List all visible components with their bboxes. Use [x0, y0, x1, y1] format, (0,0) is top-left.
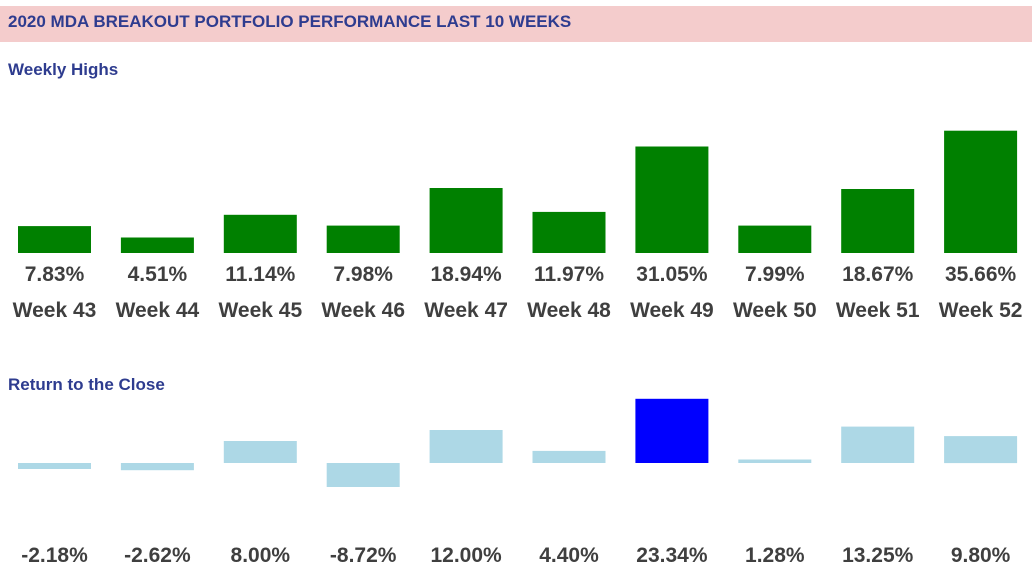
weekly-highs-category-label: Week 51	[836, 299, 920, 322]
return-close-bar	[532, 450, 606, 463]
return-close-value-label: 13.25%	[842, 544, 914, 567]
return-close-bar	[120, 463, 194, 471]
return-close-value-label: 9.80%	[951, 544, 1011, 567]
weekly-highs-category-label: Week 50	[733, 299, 817, 322]
weekly-highs-value-label: 11.14%	[225, 263, 295, 286]
weekly-highs-value-label: 18.67%	[842, 263, 914, 286]
weekly-highs-category-label: Week 47	[424, 299, 508, 322]
return-close-bar	[429, 430, 503, 463]
return-close-value-label: -2.62%	[124, 544, 191, 567]
weekly-highs-bar	[841, 189, 915, 253]
header-banner	[0, 6, 1032, 42]
weekly-highs-bar	[120, 237, 194, 253]
weekly-highs-value-label: 4.51%	[128, 263, 188, 286]
weekly-highs-bar	[223, 214, 297, 253]
return-close-value-label: -2.18%	[21, 544, 88, 567]
weekly-highs-bar	[944, 130, 1018, 253]
weekly-highs-bar	[635, 146, 709, 253]
weekly-highs-category-label: Week 45	[218, 299, 302, 322]
weekly-highs-value-label: 7.99%	[745, 263, 805, 286]
return-to-close-title: Return to the Close	[8, 375, 165, 394]
return-close-value-label: 1.28%	[745, 544, 805, 567]
return-close-bar	[18, 463, 91, 469]
return-close-bar	[841, 426, 915, 463]
weekly-highs-bar	[532, 211, 606, 253]
page-title: 2020 MDA BREAKOUT PORTFOLIO PERFORMANCE …	[8, 12, 572, 31]
weekly-highs-value-label: 31.05%	[636, 263, 708, 286]
weekly-highs-category-label: Week 52	[939, 299, 1023, 322]
weekly-highs-value-label: 7.83%	[25, 263, 85, 286]
return-close-bar	[223, 441, 297, 463]
return-close-bar	[944, 436, 1018, 464]
weekly-highs-bar	[429, 188, 503, 253]
weekly-highs-category-label: Week 43	[13, 299, 97, 322]
weekly-highs-value-label: 18.94%	[430, 263, 502, 286]
return-close-bar	[326, 463, 400, 487]
weekly-highs-value-label: 11.97%	[534, 263, 604, 286]
weekly-highs-bar	[738, 225, 812, 253]
return-close-value-label: -8.72%	[330, 544, 397, 567]
weekly-highs-category-label: Week 44	[116, 299, 200, 322]
return-close-bar	[738, 459, 812, 463]
return-close-value-label: 4.40%	[539, 544, 599, 567]
return-close-bar-highlighted	[635, 398, 709, 463]
weekly-highs-title: Weekly Highs	[8, 60, 119, 79]
return-close-value-label: 8.00%	[231, 544, 291, 567]
return-close-value-label: 23.34%	[636, 544, 708, 567]
weekly-highs-category-label: Week 49	[630, 299, 714, 322]
weekly-highs-value-label: 35.66%	[945, 263, 1017, 286]
weekly-highs-bar	[326, 225, 400, 253]
weekly-highs-category-label: Week 48	[527, 299, 611, 322]
weekly-highs-bar	[18, 226, 91, 253]
return-close-value-label: 12.00%	[430, 544, 502, 567]
weekly-highs-category-label: Week 46	[321, 299, 405, 322]
weekly-highs-value-label: 7.98%	[333, 263, 393, 286]
